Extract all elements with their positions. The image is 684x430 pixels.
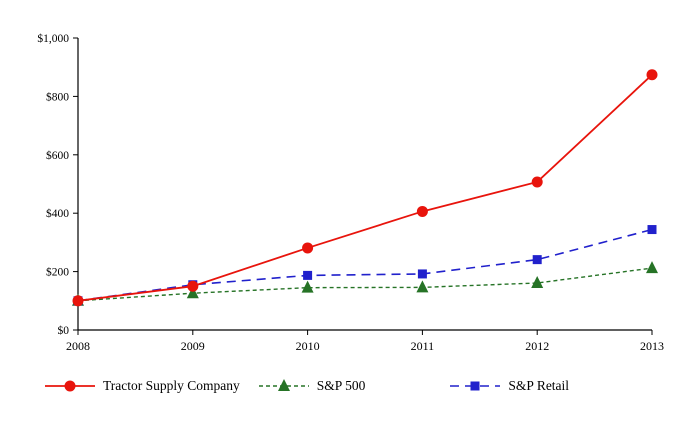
legend-label-tractor-supply-company: Tractor Supply Company bbox=[103, 378, 240, 393]
svg-text:2011: 2011 bbox=[411, 339, 435, 353]
svg-text:2012: 2012 bbox=[525, 339, 549, 353]
chart-plot-area: $0 $200 $400 $600 $800 $1,000 2008 2009 2010 2011… bbox=[37, 32, 664, 353]
legend-swatch-tractor-supply-icon bbox=[45, 380, 95, 392]
legend-item-tractor-supply-company: Tractor Supply Company bbox=[44, 378, 240, 394]
chart-legend: Tractor Supply Company S&P 500 S&P Retai… bbox=[0, 378, 684, 394]
svg-text:$400: $400 bbox=[46, 207, 69, 220]
svg-text:$800: $800 bbox=[46, 90, 69, 103]
legend-label-sp-retail: S&P Retail bbox=[508, 378, 570, 393]
svg-text:$600: $600 bbox=[46, 149, 69, 162]
svg-text:$0: $0 bbox=[58, 324, 70, 337]
svg-text:2013: 2013 bbox=[640, 339, 664, 353]
svg-text:$200: $200 bbox=[46, 266, 69, 279]
legend-swatch-sp500-icon bbox=[258, 379, 309, 391]
legend-item-sp-retail: S&P Retail bbox=[449, 378, 569, 394]
legend-swatch-sp-retail-icon bbox=[450, 381, 501, 391]
svg-text:$1,000: $1,000 bbox=[37, 32, 69, 45]
svg-text:2010: 2010 bbox=[296, 339, 320, 353]
legend-label-sp500: S&P 500 bbox=[316, 378, 366, 393]
svg-text:2008: 2008 bbox=[66, 339, 90, 353]
svg-text:2009: 2009 bbox=[181, 339, 205, 353]
legend-item-sp500: S&P 500 bbox=[258, 378, 366, 394]
